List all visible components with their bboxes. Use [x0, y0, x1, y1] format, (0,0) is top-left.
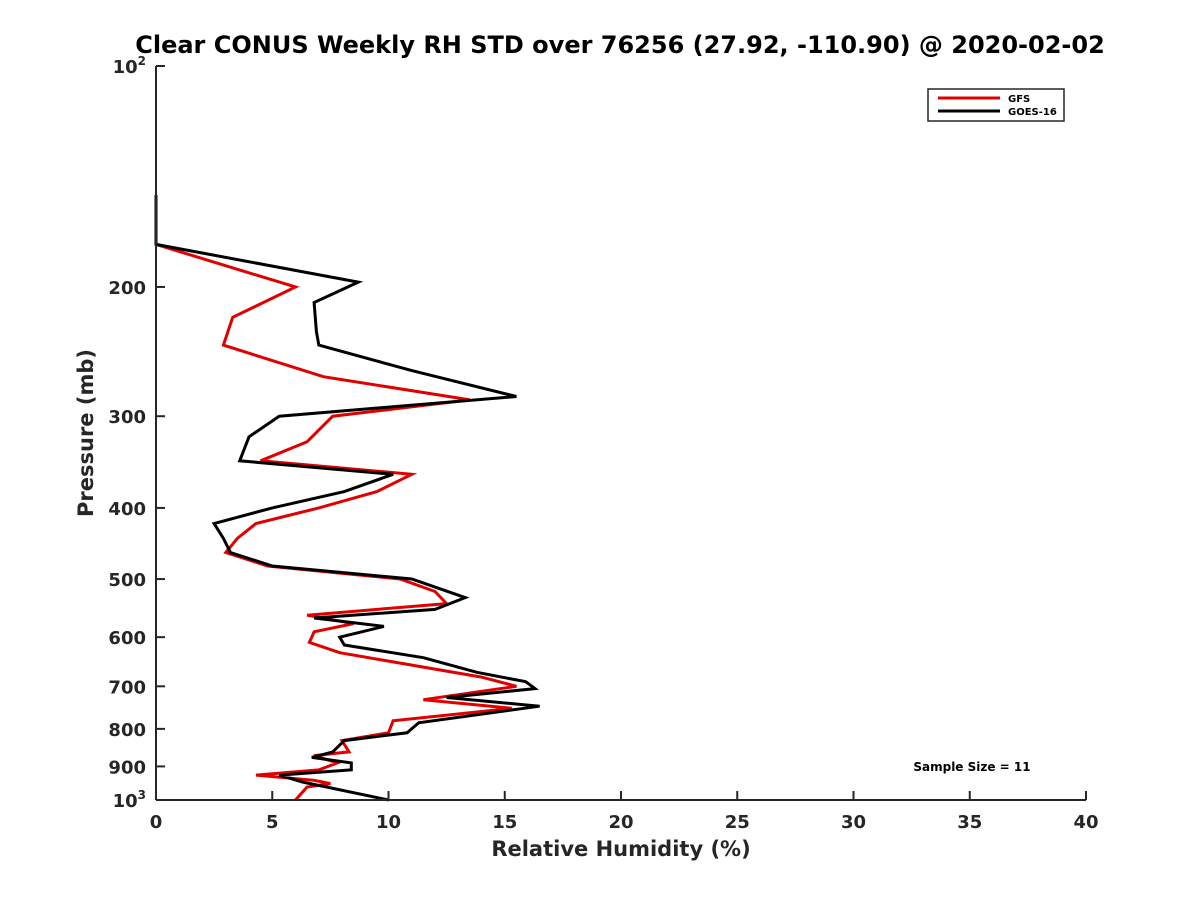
legend-label-gfs: GFS	[1008, 94, 1030, 105]
legend-box	[927, 88, 1065, 122]
x-tick-label: 15	[492, 812, 517, 833]
y-tick-label: 300	[108, 407, 146, 428]
chart-title: Clear CONUS Weekly RH STD over 76256 (27…	[135, 31, 1105, 59]
y-tick-label: 700	[108, 677, 146, 698]
x-tick-label: 40	[1073, 812, 1098, 833]
y-ticks: 102 200 300 400 500 600 700 800 900 103	[108, 54, 165, 812]
sample-size-annotation: Sample Size = 11	[913, 760, 1030, 774]
y-tick-label: 500	[108, 570, 146, 591]
y-tick-label: 600	[108, 628, 146, 649]
x-tick-label: 30	[841, 812, 866, 833]
y-axis-label: Pressure (mb)	[74, 349, 98, 517]
legend: GFS GOES-16	[927, 88, 1065, 122]
y-tick-label: 900	[108, 757, 146, 778]
x-ticks: 0 5 10 15 20 25 30 35 40	[150, 791, 1099, 833]
x-tick-label: 10	[376, 812, 401, 833]
y-tick-label: 102	[113, 54, 146, 78]
x-tick-label: 25	[725, 812, 750, 833]
series-layer	[154, 195, 540, 802]
series-line-goes16	[154, 195, 540, 802]
x-tick-label: 20	[608, 812, 633, 833]
y-tick-label: 103	[113, 788, 146, 812]
y-tick-label: 800	[108, 720, 146, 741]
y-tick-label: 400	[108, 499, 146, 520]
x-axis-label: Relative Humidity (%)	[491, 837, 750, 861]
y-tick-label: 200	[108, 278, 146, 299]
x-tick-label: 5	[266, 812, 279, 833]
x-tick-label: 0	[150, 812, 163, 833]
legend-label-goes16: GOES-16	[1008, 107, 1057, 118]
x-tick-label: 35	[957, 812, 982, 833]
